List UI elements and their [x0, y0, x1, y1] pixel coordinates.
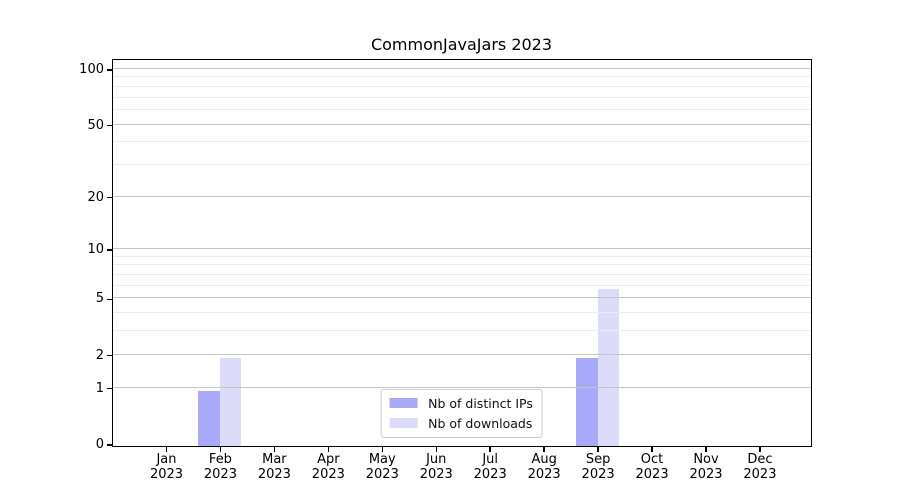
x-tick-feb [219, 446, 222, 452]
y-tick-1 [106, 387, 112, 390]
gridline-minor-60 [112, 108, 811, 110]
gridline-major-100 [112, 68, 811, 69]
y-tick-label-0: 0 [95, 437, 104, 452]
y-tick-label-5: 5 [95, 291, 104, 307]
legend-item-distinct-ips: Nb of distinct IPs [389, 396, 533, 411]
y-tick-label-50: 50 [87, 117, 104, 133]
gridline-major-50 [112, 123, 811, 125]
x-tick-label-dec: Dec 2023 [743, 452, 777, 482]
x-tick-label-oct: Oct 2023 [635, 452, 669, 482]
gridline-minor-9 [112, 255, 811, 257]
gridline-major-5 [112, 297, 811, 299]
gridline-major-2 [112, 353, 811, 355]
y-tick-20 [106, 196, 112, 199]
legend-item-downloads: Nb of downloads [389, 416, 533, 431]
x-tick-jan [165, 446, 168, 452]
legend-label-downloads: Nb of downloads [428, 415, 533, 431]
x-tick-label-feb: Feb 2023 [203, 452, 237, 482]
bar-downloads-sep [597, 288, 620, 446]
x-tick-mar [273, 446, 276, 452]
gridline-major-10 [112, 248, 811, 250]
x-tick-label-nov: Nov 2023 [689, 452, 723, 482]
y-tick-label-100: 100 [79, 62, 104, 77]
y-tick-label-10: 10 [87, 242, 104, 258]
x-tick-aug [543, 446, 545, 452]
x-tick-label-jun: Jun 2023 [419, 452, 453, 482]
y-tick-label-2: 2 [95, 347, 104, 363]
x-tick-label-jul: Jul 2023 [473, 452, 507, 482]
gridline-minor-40 [112, 141, 811, 143]
bar-distinct-ips-sep [576, 357, 598, 446]
grid-layer [112, 60, 811, 446]
y-tick-2 [106, 354, 112, 357]
gridline-minor-70 [112, 96, 811, 98]
gridline-minor-6 [112, 284, 811, 286]
x-tick-label-jan: Jan 2023 [149, 452, 184, 482]
bar-downloads-feb [219, 357, 242, 446]
chart-title: CommonJavaJars 2023 [370, 35, 553, 54]
y-tick-label-20: 20 [87, 189, 104, 205]
gridline-minor-90 [112, 76, 811, 78]
y-tick-label-1: 1 [95, 380, 104, 396]
legend-swatch-downloads-icon [389, 418, 418, 428]
bar-distinct-ips-feb [198, 390, 220, 446]
x-tick-apr [327, 446, 330, 452]
legend-label-distinct-ips: Nb of distinct IPs [428, 395, 533, 411]
y-tick-100 [106, 69, 112, 71]
gridline-major-1 [112, 386, 811, 388]
x-tick-sep [597, 446, 599, 452]
gridline-minor-30 [112, 163, 811, 165]
gridline-minor-80 [112, 85, 811, 87]
plot-area: Nb of distinct IPs Nb of downloads [111, 58, 812, 447]
bar-layer [113, 60, 811, 446]
gridline-minor-7 [112, 274, 811, 276]
y-tick-50 [106, 124, 112, 127]
gridline-minor-3 [112, 330, 811, 332]
y-tick-0 [106, 444, 112, 446]
gridline-major-20 [112, 195, 811, 197]
x-tick-label-aug: Aug 2023 [527, 452, 561, 482]
x-tick-jun [435, 446, 437, 452]
gridline-minor-8 [112, 264, 811, 266]
gridline-minor-4 [112, 312, 811, 314]
x-tick-label-mar: Mar 2023 [257, 452, 291, 482]
y-tick-5 [106, 298, 112, 301]
x-tick-label-may: May 2023 [365, 452, 399, 482]
x-tick-jul [489, 446, 491, 452]
x-tick-label-apr: Apr 2023 [311, 452, 345, 482]
x-tick-oct [651, 446, 653, 452]
legend-swatch-distinct-ips-icon [389, 398, 418, 408]
x-tick-dec [759, 446, 761, 452]
y-tick-10 [106, 249, 112, 251]
legend: Nb of distinct IPs Nb of downloads [380, 388, 543, 438]
x-tick-may [381, 446, 384, 452]
x-tick-nov [705, 446, 707, 452]
x-tick-label-sep: Sep 2023 [581, 452, 615, 482]
